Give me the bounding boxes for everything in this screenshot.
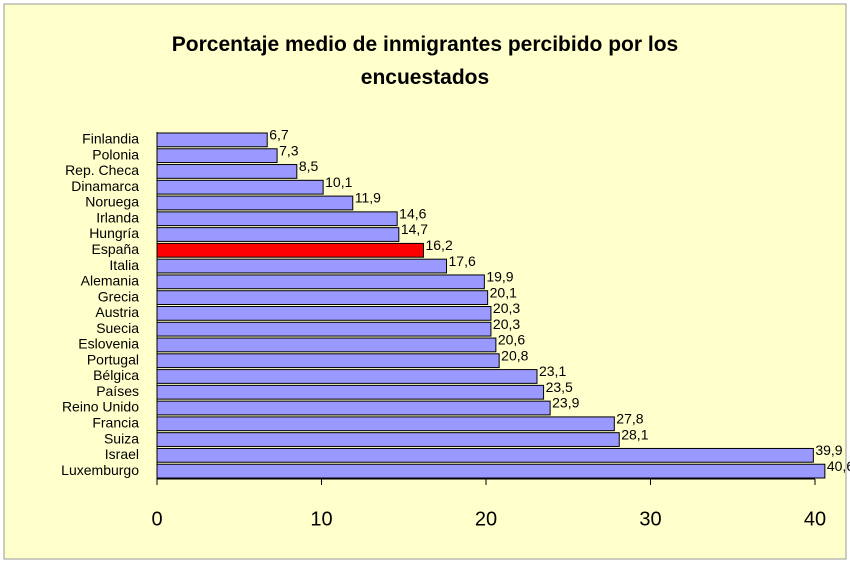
bar [156,195,354,211]
data-label: 20,3 [493,316,520,332]
bar [156,353,500,369]
data-label: 6,7 [269,127,289,143]
bar [156,384,545,400]
data-label: 23,9 [552,395,579,411]
bar [156,179,324,195]
bar [156,132,268,148]
data-label: 20,8 [501,347,528,363]
y-tick-label: Irlanda [96,209,139,225]
data-label: 20,6 [498,332,525,348]
data-label: 23,5 [546,379,573,395]
y-tick-label: Luxemburgo [61,462,139,478]
bar [156,321,492,337]
y-tick-label: Suecia [96,320,139,336]
bar [156,148,278,164]
bar [156,337,497,353]
y-tick-label: Dinamarca [71,178,139,194]
y-tick-label: Israel [105,446,139,462]
y-tick-label: Grecia [98,288,139,304]
data-label: 17,6 [449,253,476,269]
chart-title: Porcentaje medio de inmigrantes percibid… [171,33,679,89]
bar [156,400,551,416]
y-tick-label: España [92,241,140,257]
y-tick-label: Austria [95,304,139,320]
y-tick-label: Portugal [87,351,139,367]
bar [156,306,492,321]
x-tick-label: 10 [310,508,332,530]
y-tick-label: Eslovenia [78,336,139,352]
bar [156,290,489,305]
data-label: 23,1 [539,363,566,379]
data-label: 10,1 [325,174,352,190]
y-tick-label: Noruega [85,194,139,210]
y-tick-label: Polonia [92,146,139,162]
bar [156,211,398,227]
data-label: 39,9 [815,442,842,458]
bar [156,447,814,463]
y-tick-label: Rep. Checa [65,162,139,178]
data-label: 16,2 [425,237,452,253]
data-label: 8,5 [299,158,319,174]
data-label: 14,7 [401,221,428,237]
y-tick-label: Reino Unido [62,399,139,415]
data-label: 14,6 [399,205,426,221]
data-label: 11,9 [355,190,381,206]
y-tick-label: Hungría [89,225,139,241]
y-tick-label: Alemania [81,273,140,289]
data-label: 20,3 [493,300,520,316]
bar [156,369,538,384]
bar [156,274,485,290]
data-label: 40,6 [827,458,850,474]
bar [156,227,400,242]
bar [156,432,620,447]
y-tick-label: Finlandia [82,131,139,147]
bar [156,416,615,432]
x-tick-label: 0 [151,508,162,530]
bar [156,463,826,479]
bar [156,258,448,274]
y-tick-label: Suiza [104,430,139,446]
bar [156,242,424,258]
data-label: 19,9 [486,269,513,285]
data-label: 20,1 [490,284,517,300]
x-tick-label: 40 [804,508,826,530]
y-tick-label: Italia [109,257,139,273]
data-label: 7,3 [279,142,299,158]
x-tick-label: 30 [639,508,661,530]
y-tick-label: Países [96,383,139,399]
bar [156,164,298,179]
y-tick-label: Bélgica [93,367,139,383]
y-tick-label: Francia [92,414,139,430]
data-label: 27,8 [616,410,643,426]
x-tick-label: 20 [475,508,497,530]
data-label: 28,1 [621,426,648,442]
